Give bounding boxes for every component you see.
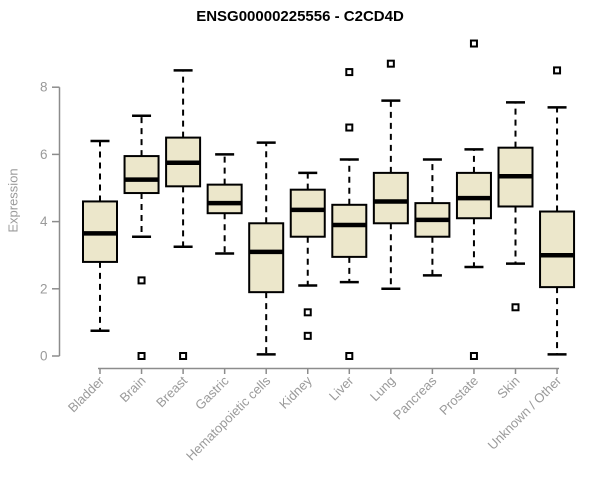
box	[331, 203, 368, 258]
x-tick-label: Skin	[494, 373, 522, 401]
outlier-point	[137, 276, 146, 285]
outlier-point	[469, 352, 478, 360]
box	[248, 222, 285, 294]
outlier-point	[345, 68, 354, 77]
y-tick-label: 0	[40, 349, 48, 364]
outlier-point	[386, 59, 395, 68]
x-tick-label: Bladder	[65, 373, 108, 416]
outlier-point	[345, 352, 354, 360]
box	[123, 155, 160, 195]
box	[289, 188, 326, 238]
outlier-point	[179, 352, 188, 360]
y-tick-label: 4	[40, 214, 48, 229]
outlier-point	[553, 66, 562, 75]
box	[372, 171, 409, 225]
x-tick-label: Unknown / Other	[485, 373, 565, 453]
y-tick-label: 2	[40, 281, 48, 296]
outlier-point	[303, 308, 312, 317]
outlier-point	[469, 39, 478, 48]
y-axis-label: Expression	[5, 168, 21, 233]
box	[206, 183, 243, 215]
box	[455, 171, 492, 220]
box	[539, 210, 576, 289]
y-tick-label: 8	[40, 80, 48, 95]
y-tick-label: 6	[40, 147, 48, 162]
x-tick-label: Liver	[326, 373, 357, 404]
x-tick-label: Lung	[367, 373, 398, 404]
outlier-point	[303, 331, 312, 340]
outlier-point	[345, 123, 354, 132]
x-tick-label: Gastric	[192, 373, 232, 413]
x-tick-label: Brain	[117, 373, 149, 405]
x-tick-label: Kidney	[276, 373, 315, 412]
x-tick-label: Pancreas	[390, 373, 440, 423]
chart-title: ENSG00000225556 - C2CD4D	[196, 8, 404, 25]
x-tick-label: Breast	[153, 373, 190, 410]
x-tick-label: Prostate	[436, 373, 481, 418]
outlier-point	[137, 352, 146, 360]
outlier-point	[511, 303, 520, 312]
